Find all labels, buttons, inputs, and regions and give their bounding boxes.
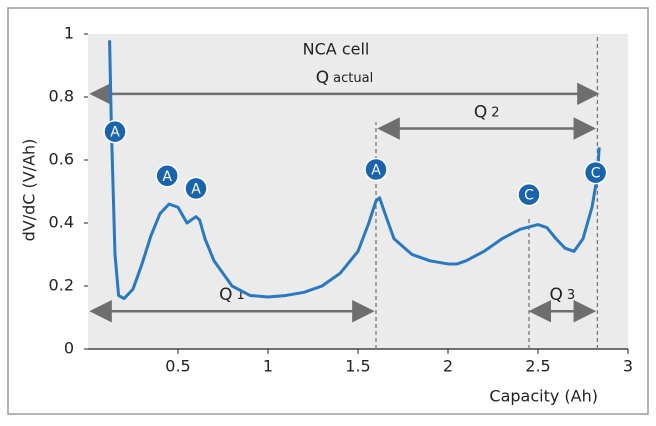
x-tick-label: 2 xyxy=(443,357,453,376)
annotation-label: A xyxy=(191,181,201,197)
annotation-marker xyxy=(155,164,179,188)
annotation-label: A xyxy=(162,169,172,185)
y-tick-label: 0.2 xyxy=(49,276,74,295)
annotation-label: C xyxy=(524,188,534,204)
span-label-sub: actual xyxy=(333,70,373,85)
y-tick-label: 0.4 xyxy=(49,213,74,232)
x-tick-label: 1 xyxy=(263,357,273,376)
x-axis-label: Capacity (Ah) xyxy=(489,387,598,406)
span-label-main: Q xyxy=(474,103,487,123)
span-label-main: Q xyxy=(549,285,562,305)
span-label-sub: 1 xyxy=(237,288,245,303)
span-label-main: Q xyxy=(219,285,232,305)
span-label-sub: 3 xyxy=(567,288,575,303)
x-tick-label: 0.5 xyxy=(165,357,190,376)
y-axis-label: dV/dC (V/Ah) xyxy=(20,139,39,242)
annotation-marker xyxy=(517,182,541,207)
chart-title: NCA cell xyxy=(303,40,370,59)
y-tick-label: 0 xyxy=(64,339,74,358)
annotation-label: A xyxy=(110,125,120,141)
annotation-marker xyxy=(583,160,608,185)
x-tick-label: 1.5 xyxy=(345,357,370,376)
y-tick-label: 0.8 xyxy=(49,87,74,106)
span-label-sub: 2 xyxy=(491,105,499,120)
x-tick-label: 3 xyxy=(623,357,633,376)
y-tick-label: 0.6 xyxy=(49,150,74,169)
y-tick-label: 1 xyxy=(64,24,74,43)
annotation-marker xyxy=(184,176,208,201)
annotation-marker xyxy=(103,119,127,144)
annotation-marker xyxy=(364,157,388,182)
annotation-label: C xyxy=(591,166,601,182)
x-tick-label: 2.5 xyxy=(525,357,550,376)
curve xyxy=(108,40,601,301)
span-label-main: Q xyxy=(316,68,329,88)
annotation-label: A xyxy=(371,162,381,178)
